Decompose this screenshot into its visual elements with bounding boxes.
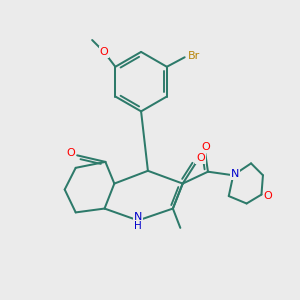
Text: O: O — [196, 153, 205, 163]
Text: N: N — [230, 169, 239, 179]
Text: O: O — [264, 191, 272, 201]
Text: H: H — [134, 221, 142, 231]
Text: O: O — [100, 47, 108, 57]
Text: N: N — [134, 212, 142, 222]
Text: Br: Br — [188, 51, 200, 61]
Text: O: O — [202, 142, 210, 152]
Text: O: O — [66, 148, 75, 158]
